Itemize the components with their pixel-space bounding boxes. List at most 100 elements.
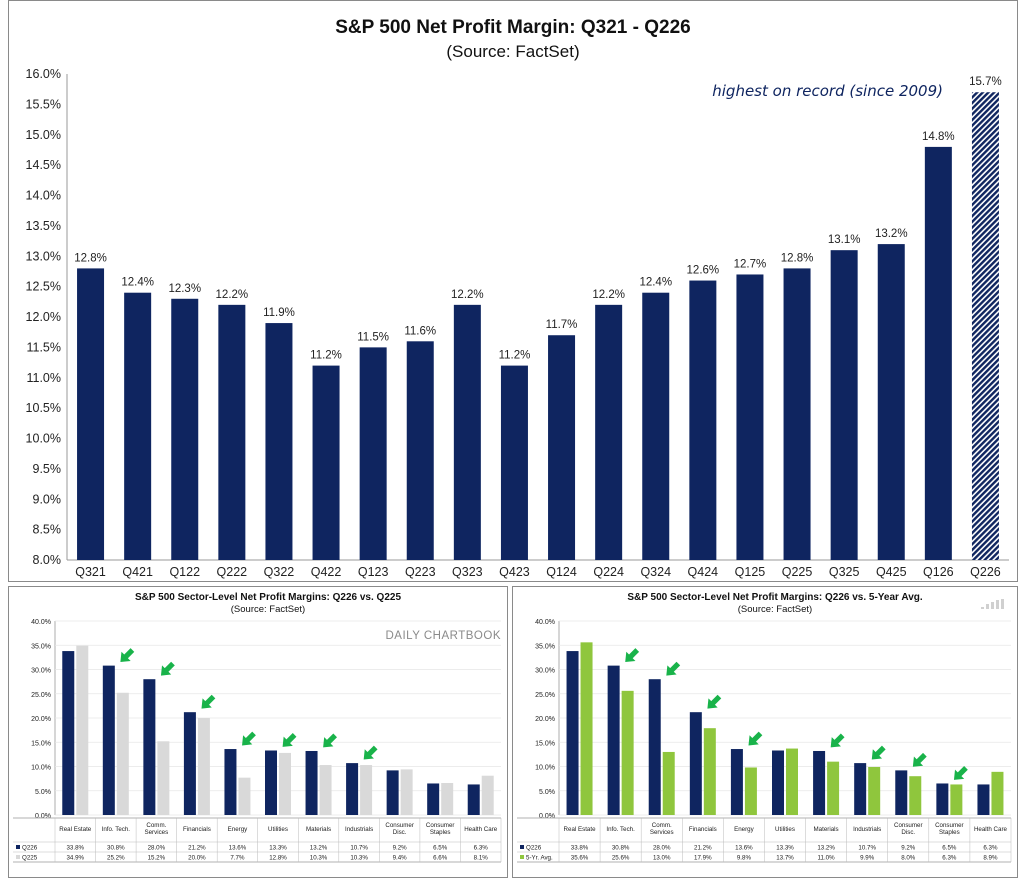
bar-q226	[467, 784, 480, 815]
bar	[595, 304, 623, 560]
category-label: Industrials	[345, 826, 373, 833]
y-tick-label: 30.0%	[31, 668, 51, 675]
y-tick-label: 12.5%	[26, 280, 61, 294]
category-label: Consumer Disc.	[385, 822, 414, 836]
category-label: Consumer Staples	[935, 822, 964, 836]
bar-q226	[977, 784, 990, 815]
x-tick-label: Q126	[923, 565, 954, 579]
bar	[171, 298, 199, 560]
bar	[124, 292, 152, 560]
cell-value: 20.0%	[188, 855, 206, 862]
cell-value: 6.5%	[942, 845, 957, 852]
x-tick-label: Q422	[311, 565, 342, 579]
bar	[500, 365, 528, 560]
cell-value: 28.0%	[148, 845, 166, 852]
bar-series-2	[786, 748, 798, 815]
x-tick-label: Q325	[829, 565, 860, 579]
bar-series-2	[744, 767, 757, 815]
bar-series-2	[238, 777, 251, 815]
category-label: Utilities	[775, 826, 795, 833]
bar-q226	[895, 770, 908, 815]
bar-q226	[305, 750, 318, 815]
cell-value: 11.0%	[818, 855, 836, 862]
category-label: Utilities	[268, 826, 288, 833]
bar-q226	[183, 712, 196, 815]
category-label: Financials	[183, 826, 211, 833]
y-tick-label: 10.0%	[535, 765, 555, 772]
bar-q226	[813, 750, 826, 815]
bar-q226	[566, 651, 579, 815]
bar-q226	[265, 750, 277, 815]
value-label: 11.2%	[499, 350, 531, 362]
y-tick-label: 40.0%	[535, 619, 555, 626]
sector-vs-q225-panel: S&P 500 Sector-Level Net Profit Margins:…	[8, 586, 508, 878]
bar-series-2	[441, 782, 454, 815]
value-label: 13.2%	[875, 228, 908, 240]
category-label: Energy	[734, 826, 755, 833]
bar-q226	[936, 783, 949, 815]
chart-title: S&P 500 Sector-Level Net Profit Margins:…	[135, 592, 401, 603]
bar	[453, 304, 481, 560]
y-tick-label: 5.0%	[35, 789, 51, 796]
cell-value: 13.0%	[653, 855, 671, 862]
bar-series-2	[76, 645, 89, 815]
value-label: 12.3%	[168, 283, 201, 295]
category-label: Health Care	[974, 826, 1008, 833]
bar-series-2	[621, 690, 634, 815]
down-left-arrow-icon	[160, 661, 175, 676]
y-tick-label: 14.5%	[26, 158, 61, 172]
value-label: 11.6%	[404, 325, 436, 337]
y-tick-label: 20.0%	[31, 716, 51, 723]
y-tick-label: 5.0%	[539, 789, 555, 796]
value-label: 12.7%	[734, 258, 767, 270]
bar-series-2	[197, 718, 210, 815]
chart-title: S&P 500 Net Profit Margin: Q321 - Q226	[335, 17, 691, 38]
category-label: Energy	[228, 826, 249, 833]
bar-series-2	[703, 728, 716, 815]
bar-chart-watermark-icon	[981, 599, 1004, 609]
down-left-arrow-icon	[707, 694, 722, 709]
y-tick-label: 35.0%	[31, 643, 51, 650]
bar	[689, 280, 717, 560]
y-tick-label: 16.0%	[26, 67, 61, 81]
cell-value: 8.0%	[901, 855, 916, 862]
value-label: 12.2%	[592, 289, 625, 301]
bar-q226	[386, 770, 399, 815]
down-left-arrow-icon	[120, 648, 135, 663]
chart-subtitle: (Source: FactSet)	[446, 42, 579, 61]
category-label: Info. Tech.	[606, 826, 635, 833]
cell-value: 33.8%	[66, 845, 84, 852]
value-label: 12.4%	[121, 277, 154, 289]
down-left-arrow-icon	[323, 733, 337, 748]
y-tick-label: 14.0%	[26, 189, 61, 203]
y-tick-label: 0.0%	[35, 813, 51, 820]
x-tick-label: Q421	[122, 565, 153, 579]
bar-series-2	[950, 784, 963, 815]
y-tick-label: 20.0%	[535, 716, 555, 723]
bar-q226	[427, 783, 440, 815]
bar-series-2	[319, 765, 332, 815]
y-tick-label: 12.0%	[26, 310, 61, 324]
x-tick-label: Q124	[546, 565, 577, 579]
legend-swatch	[16, 855, 20, 859]
cell-value: 28.0%	[653, 845, 671, 852]
cell-value: 30.8%	[612, 845, 630, 852]
cell-value: 13.3%	[269, 845, 287, 852]
legend-swatch	[520, 855, 524, 859]
value-label: 11.7%	[546, 319, 578, 331]
y-tick-label: 0.0%	[539, 813, 555, 820]
bar-q226	[62, 651, 75, 815]
cell-value: 13.6%	[229, 845, 247, 852]
bar-q226	[689, 712, 702, 815]
x-tick-label: Q226	[970, 565, 1001, 579]
y-tick-label: 10.5%	[26, 401, 61, 415]
sector-vs-5yr-panel: S&P 500 Sector-Level Net Profit Margins:…	[512, 586, 1018, 878]
bar-series-2	[279, 752, 291, 815]
cell-value: 35.6%	[571, 855, 589, 862]
bar-q226	[607, 665, 620, 815]
x-tick-label: Q322	[264, 565, 295, 579]
bar	[218, 304, 246, 560]
y-tick-label: 10.0%	[31, 765, 51, 772]
y-tick-label: 8.5%	[33, 523, 62, 537]
value-label: 14.8%	[922, 131, 955, 143]
